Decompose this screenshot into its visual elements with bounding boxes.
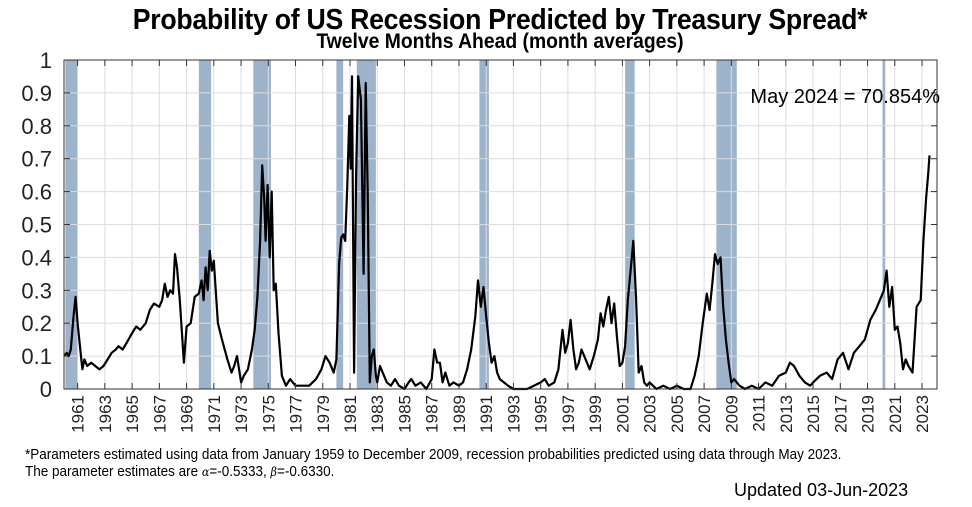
alpha-value: =-0.5333,	[209, 464, 271, 480]
x-tick-label: 2019	[859, 395, 878, 433]
y-tick-label: 0	[40, 377, 52, 402]
x-tick-label: 1981	[341, 395, 360, 433]
x-tick-label: 1975	[259, 395, 278, 433]
x-tick-label: 2011	[750, 395, 769, 432]
x-tick-label: 1989	[450, 395, 469, 433]
y-tick-label: 0.1	[21, 344, 52, 369]
probability-line	[63, 75, 931, 391]
x-tick-label: 1999	[586, 395, 605, 433]
footnote-line-1: *Parameters estimated using data from Ja…	[25, 447, 842, 463]
axis-ticks	[64, 59, 937, 390]
x-tick-label: 2013	[777, 395, 796, 433]
y-tick-label: 0.7	[21, 147, 52, 172]
chart-subtitle: Twelve Months Ahead (month averages)	[316, 30, 684, 53]
y-tick-label: 0.9	[21, 81, 52, 106]
y-tick-label: 0.3	[21, 278, 52, 303]
x-tick-label: 2017	[831, 395, 850, 433]
y-tick-label: 1	[40, 48, 52, 73]
x-tick-label: 1995	[532, 395, 551, 433]
x-tick-label: 2021	[886, 395, 905, 433]
alpha-symbol: α	[201, 465, 210, 479]
x-tick-label: 1979	[314, 395, 333, 433]
x-tick-label: 1961	[69, 395, 88, 433]
x-tick-label: 2003	[641, 395, 660, 433]
x-tick-label: 2007	[695, 395, 714, 433]
x-tick-label: 1977	[287, 395, 306, 433]
gridlines	[64, 59, 937, 390]
footnote-line-2: The parameter estimates are α=-0.5333, β…	[25, 464, 334, 480]
updated-date: Updated 03-Jun-2023	[734, 480, 909, 500]
footnote-prefix: The parameter estimates are	[25, 464, 202, 480]
latest-value-annotation: May 2024 = 70.854%	[750, 86, 940, 108]
beta-symbol: β	[270, 465, 277, 479]
x-tick-label: 2015	[804, 395, 823, 433]
x-tick-label: 1991	[477, 395, 496, 433]
x-tick-label: 2023	[913, 395, 932, 433]
y-tick-label: 0.4	[21, 245, 52, 270]
x-tick-label: 1997	[559, 395, 578, 433]
x-tick-label: 1973	[232, 395, 251, 433]
x-tick-label: 1969	[178, 395, 197, 433]
x-tick-label: 1987	[423, 395, 442, 433]
chart-title: Probability of US Recession Predicted by…	[132, 4, 868, 36]
y-tick-label: 0.8	[21, 114, 52, 139]
x-tick-label: 2001	[613, 395, 632, 433]
x-tick-label: 1963	[96, 395, 115, 433]
y-tick-label: 0.2	[21, 311, 52, 336]
x-axis-tick-labels: 1961 1963 1965 1967 1969 1971 1973 1975 1977 1979…	[69, 395, 932, 433]
x-tick-label: 1983	[368, 395, 387, 433]
x-tick-label: 2009	[722, 395, 741, 433]
y-tick-label: 0.6	[21, 180, 52, 205]
x-tick-label: 1967	[150, 395, 169, 433]
x-tick-label: 1971	[205, 395, 224, 433]
x-tick-label: 1993	[504, 395, 523, 433]
x-tick-label: 2005	[668, 395, 687, 433]
y-tick-label: 0.5	[21, 213, 52, 238]
x-tick-label: 1965	[123, 395, 142, 433]
x-tick-label: 1985	[395, 395, 414, 433]
beta-value: =-0.6330.	[276, 464, 335, 480]
y-axis-tick-labels: 0 0.1 0.2 0.3 0.4 0.5 0.6 0.7 0.8 0.9 1	[21, 48, 52, 402]
